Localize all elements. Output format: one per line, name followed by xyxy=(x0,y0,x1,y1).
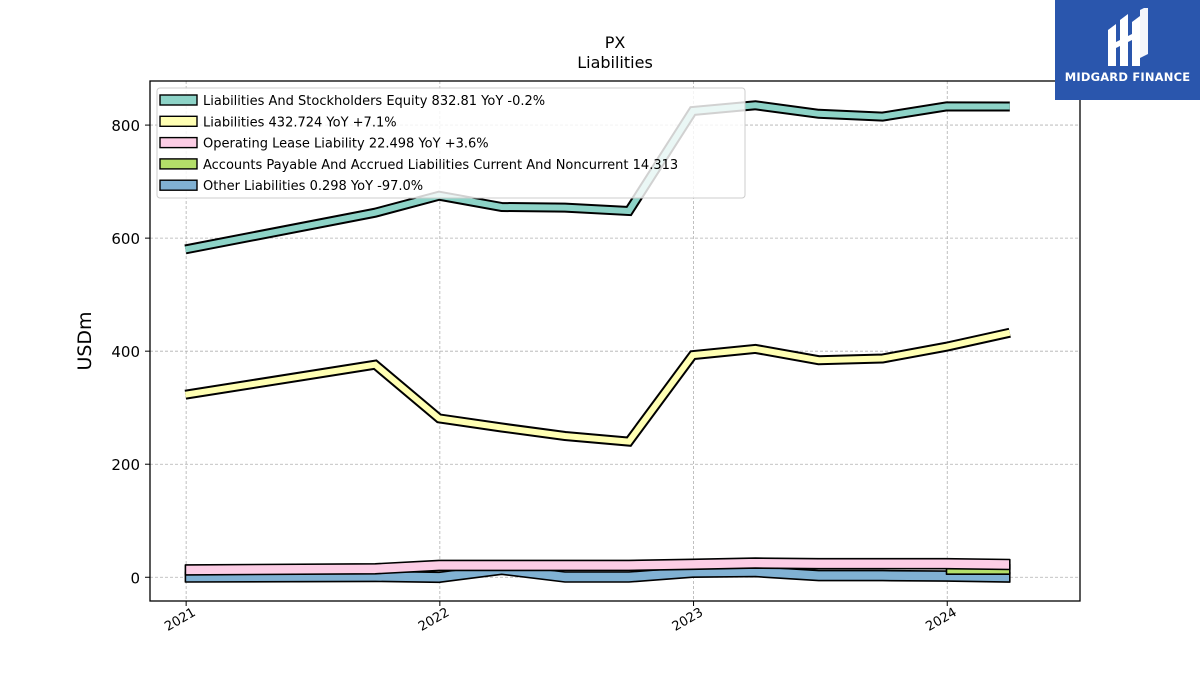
x-tick-label: 2022 xyxy=(416,605,452,635)
legend-label: Operating Lease Liability 22.498 YoY +3.… xyxy=(203,137,489,152)
y-tick-label: 800 xyxy=(111,117,140,135)
legend-label: Liabilities And Stockholders Equity 832.… xyxy=(203,94,545,109)
legend-swatch xyxy=(159,179,198,191)
legend-label: Accounts Payable And Accrued Liabilities… xyxy=(203,158,678,173)
legend: Liabilities And Stockholders Equity 832.… xyxy=(156,87,746,199)
x-tick-label: 2021 xyxy=(162,605,198,635)
brand-logo: MIDGARD FINANCE xyxy=(1055,0,1200,100)
midgard-logo-icon xyxy=(1108,8,1148,66)
chart-subtitle: Liabilities xyxy=(577,53,653,72)
series-band-2 xyxy=(184,557,1011,576)
y-tick-label: 200 xyxy=(111,456,140,474)
legend-label: Liabilities 432.724 YoY +7.1% xyxy=(203,115,397,130)
brand-name: MIDGARD FINANCE xyxy=(1064,70,1191,84)
legend-box xyxy=(156,87,746,199)
series-line-1 xyxy=(184,329,1011,445)
y-axis-label: USDm xyxy=(74,311,96,370)
series-outline-1 xyxy=(184,327,1011,447)
y-tick-label: 400 xyxy=(111,343,140,361)
legend-swatch xyxy=(159,115,198,128)
legend-swatch xyxy=(159,136,198,149)
y-tick-label: 600 xyxy=(111,230,140,248)
legend-label: Other Liabilities 0.298 YoY -97.0% xyxy=(203,179,423,194)
x-tick-label: 2024 xyxy=(923,605,959,635)
y-tick-label: 0 xyxy=(130,569,140,587)
x-tick-label: 2023 xyxy=(670,605,706,635)
series-band-4 xyxy=(184,563,1011,584)
legend-swatch xyxy=(159,94,198,106)
chart-title: PX xyxy=(605,33,626,52)
legend-swatch xyxy=(159,158,198,170)
plot-frame xyxy=(149,80,1081,602)
